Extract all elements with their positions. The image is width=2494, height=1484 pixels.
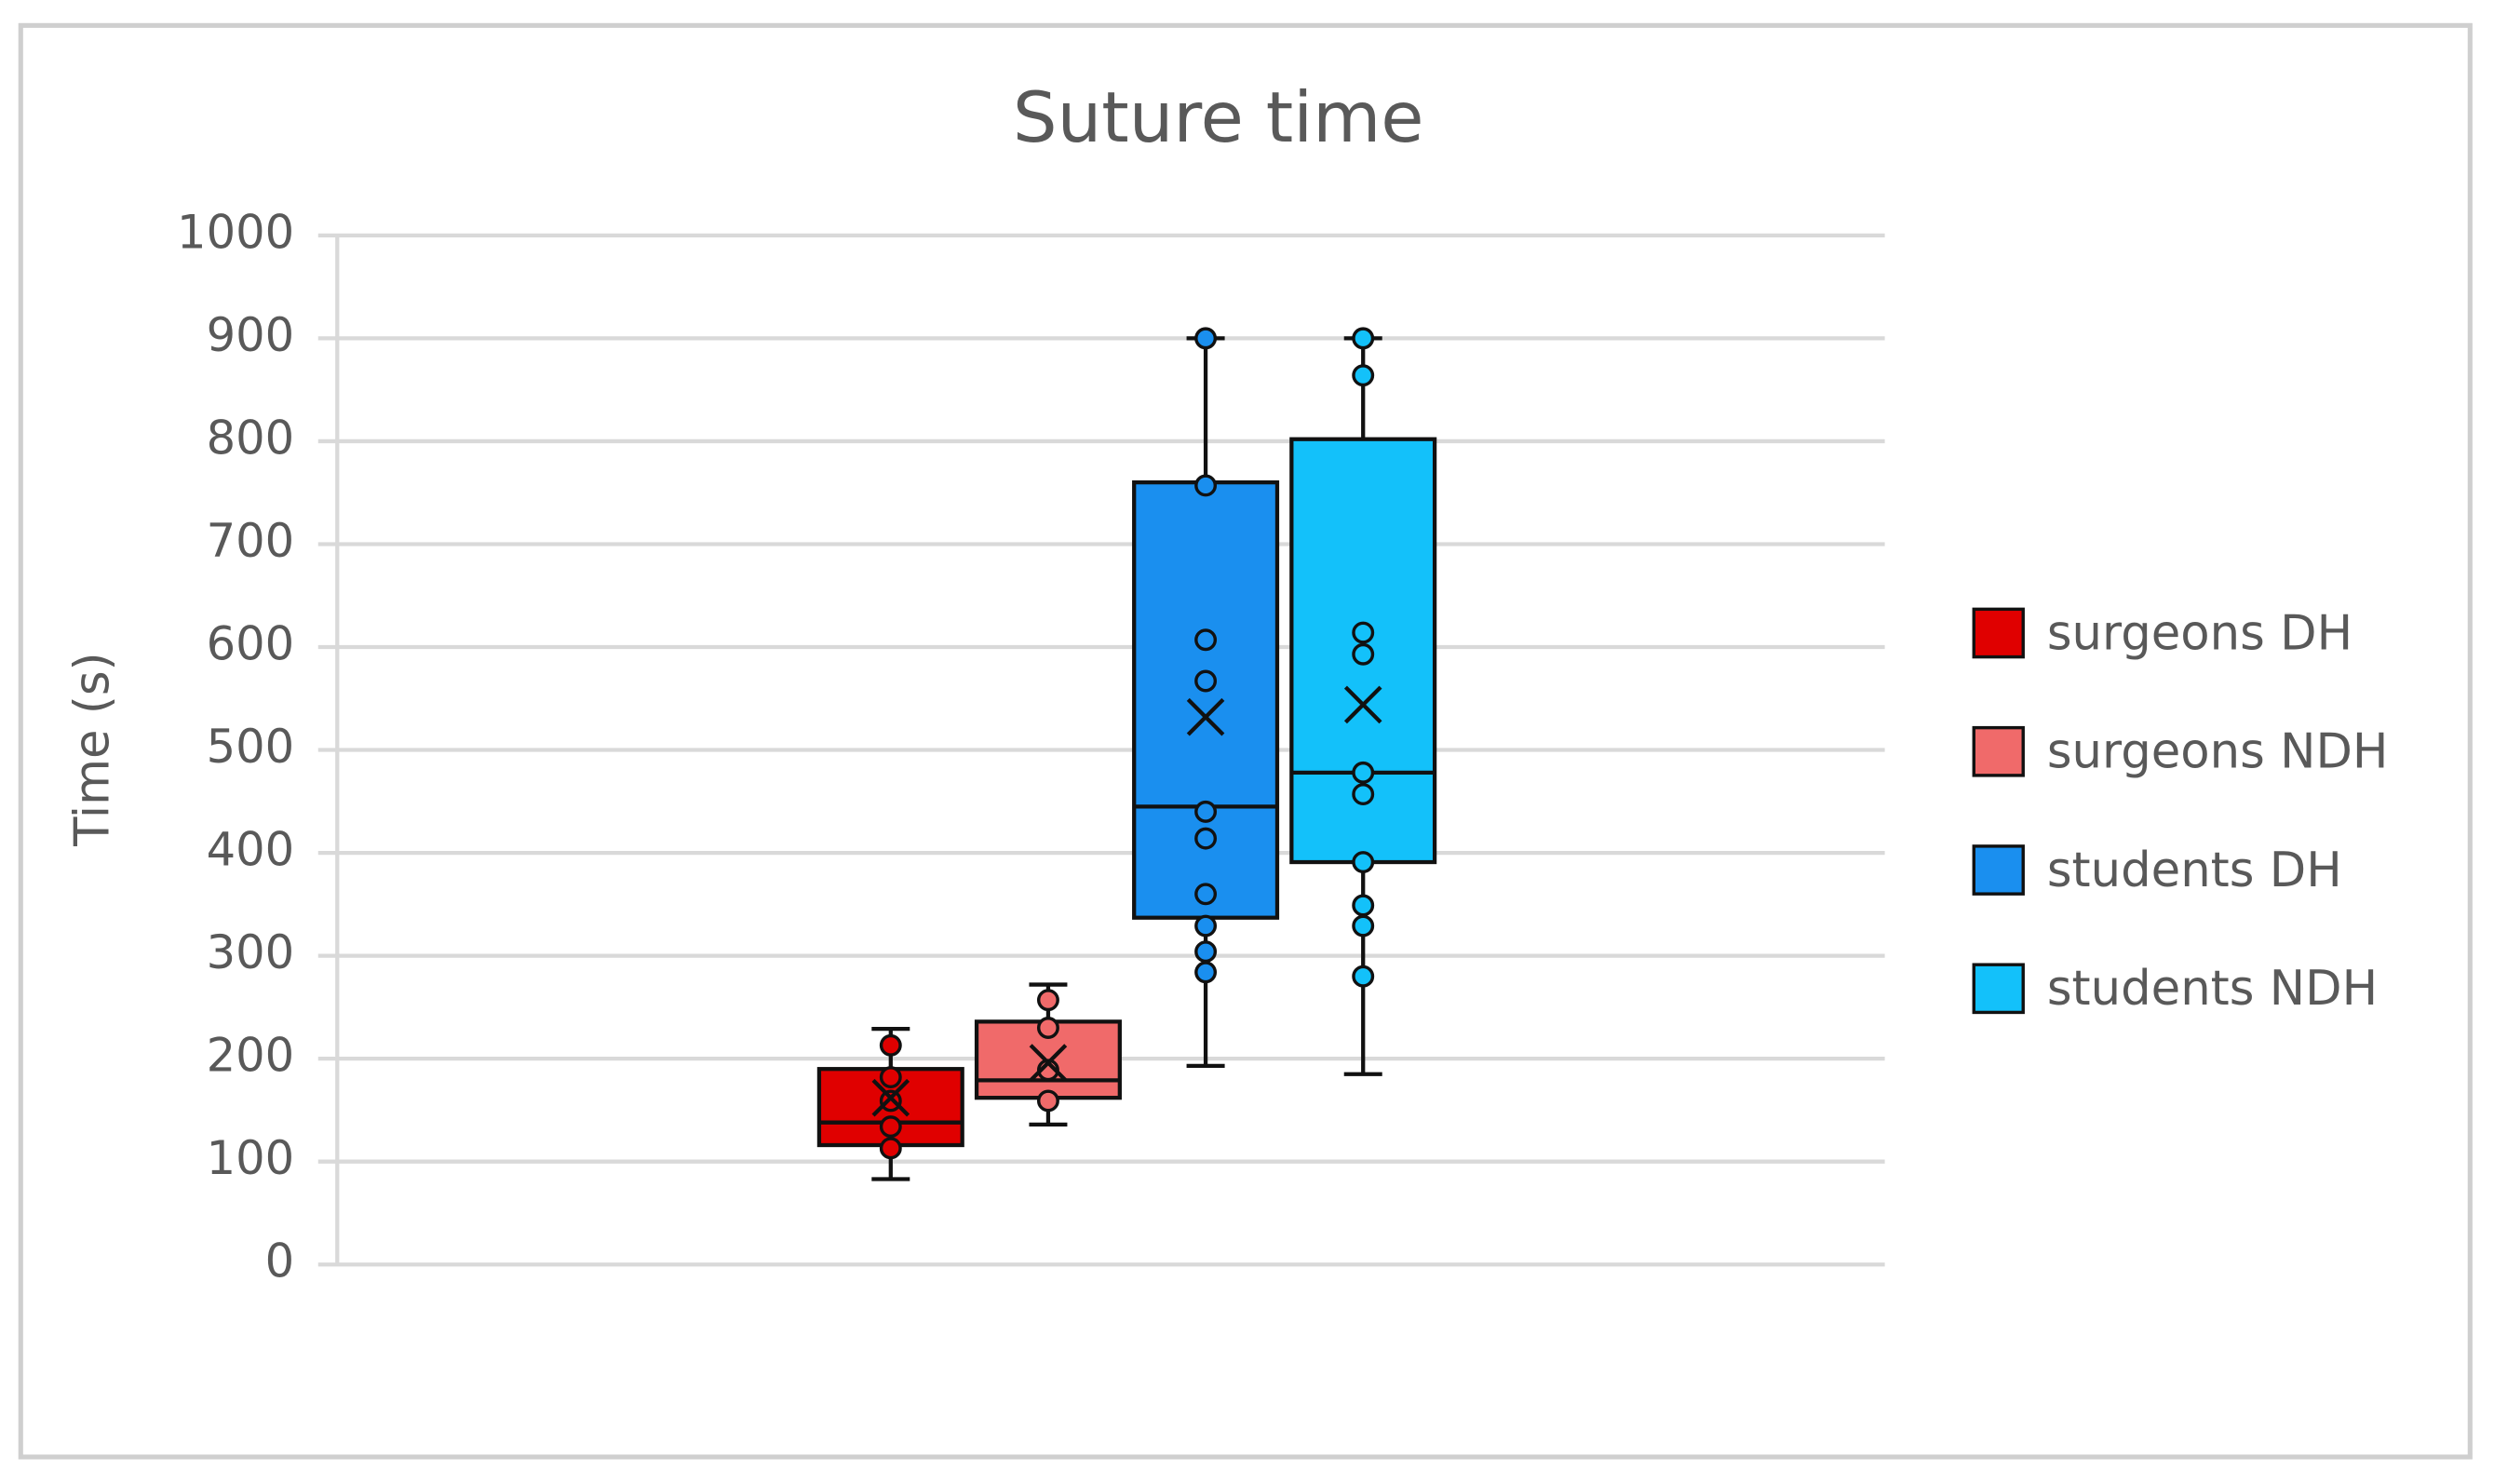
- legend-label: students DH: [2047, 843, 2342, 898]
- y-tick-label: 600: [207, 617, 295, 671]
- mean-marker: [871, 1078, 910, 1117]
- y-tick-label: 900: [207, 308, 295, 362]
- y-tick-label: 300: [207, 925, 295, 979]
- y-tick-label: 400: [207, 823, 295, 877]
- data-point: [1194, 800, 1218, 823]
- legend-swatch: [1972, 607, 2025, 659]
- data-point: [1352, 783, 1375, 806]
- data-point: [1352, 761, 1375, 784]
- data-point: [1352, 965, 1375, 988]
- mean-marker: [1186, 697, 1225, 736]
- data-point: [1352, 914, 1375, 938]
- data-point: [1194, 669, 1218, 693]
- data-point: [1036, 989, 1059, 1012]
- y-tick-label: 800: [207, 411, 295, 465]
- data-point: [1194, 327, 1218, 350]
- data-point: [879, 1033, 902, 1057]
- data-point: [879, 1115, 902, 1139]
- data-point: [1352, 621, 1375, 644]
- data-point: [1194, 628, 1218, 652]
- data-point: [1352, 327, 1375, 350]
- data-point: [1194, 827, 1218, 850]
- data-point: [1352, 851, 1375, 873]
- y-tick-label: 0: [265, 1234, 295, 1288]
- y-tick-label: 1000: [177, 205, 294, 259]
- legend-label: students NDH: [2047, 961, 2378, 1017]
- y-tick-label: 100: [207, 1131, 295, 1185]
- data-point: [879, 1066, 902, 1089]
- legend-swatch: [1972, 844, 2025, 896]
- data-point: [879, 1137, 902, 1160]
- data-point: [1194, 474, 1218, 497]
- legend-label: surgeons DH: [2047, 605, 2352, 661]
- y-axis-label: Time (s): [65, 652, 121, 846]
- mean-marker: [1029, 1044, 1068, 1082]
- data-point: [1352, 894, 1375, 917]
- legend-swatch: [1972, 963, 2025, 1015]
- legend-swatch: [1972, 725, 2025, 777]
- data-point: [1352, 642, 1375, 666]
- data-point: [1036, 1017, 1059, 1039]
- data-point: [1036, 1089, 1059, 1113]
- data-point: [879, 1089, 902, 1113]
- data-point: [1352, 364, 1375, 387]
- y-tick-label: 500: [207, 720, 295, 774]
- data-point: [1194, 883, 1218, 906]
- box: [1132, 480, 1280, 920]
- data-point: [1194, 914, 1218, 938]
- data-point: [1194, 940, 1218, 964]
- legend-label: surgeons NDH: [2047, 724, 2389, 780]
- data-point: [1194, 961, 1218, 984]
- y-tick-label: 200: [207, 1029, 295, 1083]
- mean-marker: [1343, 685, 1382, 724]
- chart-title: Suture time: [1013, 76, 1424, 158]
- y-tick-label: 700: [207, 514, 295, 568]
